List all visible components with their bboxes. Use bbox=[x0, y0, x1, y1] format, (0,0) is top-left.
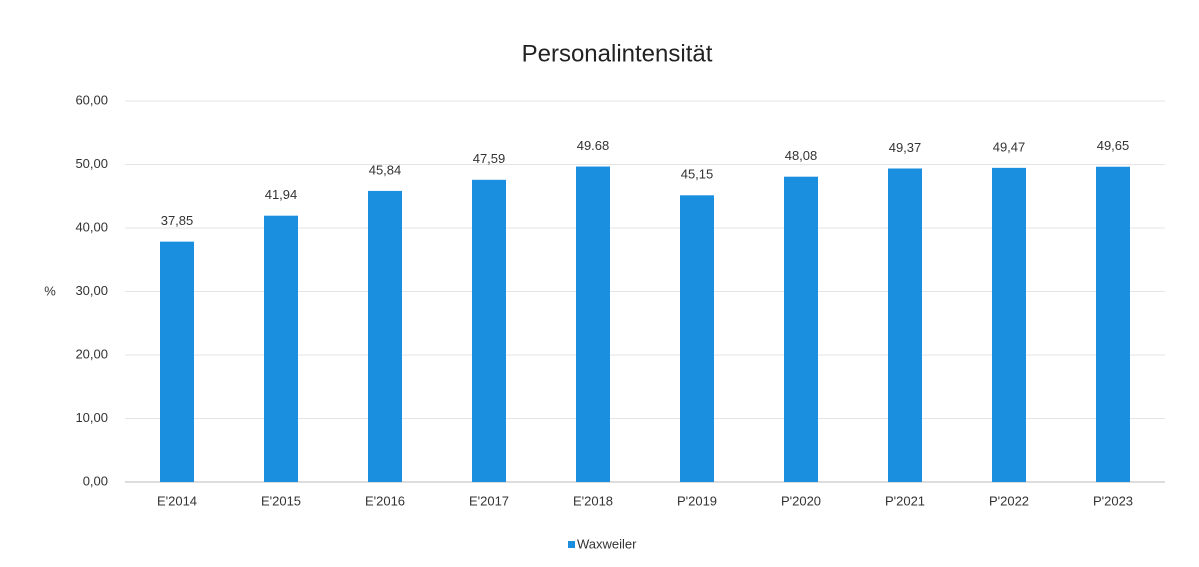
bar bbox=[1096, 166, 1130, 482]
x-tick-label: P'2019 bbox=[677, 493, 717, 508]
data-label: 49.68 bbox=[577, 138, 610, 153]
legend-label: Waxweiler bbox=[577, 536, 637, 551]
y-tick-label: 10,00 bbox=[75, 410, 108, 425]
bar bbox=[264, 215, 298, 482]
bar bbox=[576, 166, 610, 483]
data-label: 41,94 bbox=[265, 187, 298, 202]
chart-title: Personalintensität bbox=[522, 40, 713, 67]
y-axis-label: % bbox=[44, 283, 56, 298]
bar bbox=[368, 190, 402, 482]
y-tick-label: 20,00 bbox=[75, 346, 108, 361]
bar bbox=[472, 179, 506, 482]
x-tick-label: P'2021 bbox=[885, 493, 925, 508]
data-label: 49,47 bbox=[993, 139, 1026, 154]
bar bbox=[992, 167, 1026, 483]
bar bbox=[160, 241, 194, 482]
x-tick-label: E'2015 bbox=[261, 493, 301, 508]
data-label: 45,15 bbox=[681, 167, 714, 182]
bar bbox=[888, 168, 922, 483]
x-tick-label: P'2023 bbox=[1093, 493, 1133, 508]
data-label: 48,08 bbox=[785, 148, 818, 163]
y-tick-label: 40,00 bbox=[75, 219, 108, 234]
x-tick-label: E'2016 bbox=[365, 493, 405, 508]
bar bbox=[680, 195, 714, 483]
bar bbox=[784, 176, 818, 482]
x-tick-label: P'2022 bbox=[989, 493, 1029, 508]
data-label: 49,65 bbox=[1097, 138, 1130, 153]
legend-marker bbox=[568, 541, 575, 548]
x-tick-label: E'2014 bbox=[157, 493, 197, 508]
data-label: 37,85 bbox=[161, 213, 194, 228]
y-tick-label: 30,00 bbox=[75, 283, 108, 298]
data-label: 45,84 bbox=[369, 162, 402, 177]
x-tick-label: E'2018 bbox=[573, 493, 613, 508]
y-tick-label: 60,00 bbox=[75, 92, 108, 107]
data-label: 47,59 bbox=[473, 151, 506, 166]
data-label: 49,37 bbox=[889, 140, 922, 155]
x-tick-label: P'2020 bbox=[781, 493, 821, 508]
x-tick-label: E'2017 bbox=[469, 493, 509, 508]
y-tick-label: 50,00 bbox=[75, 156, 108, 171]
y-tick-label: 0,00 bbox=[83, 473, 108, 488]
